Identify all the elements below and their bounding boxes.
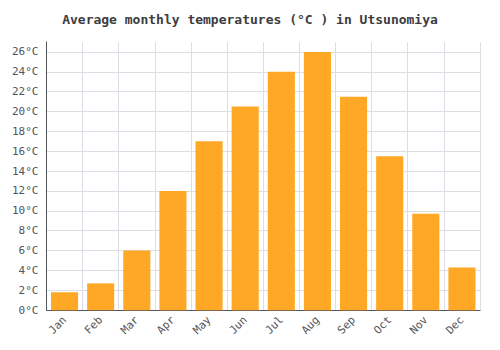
svg-text:16°C: 16°C [12, 145, 39, 158]
svg-text:Apr: Apr [154, 313, 177, 336]
svg-text:18°C: 18°C [12, 125, 39, 138]
svg-text:22°C: 22°C [12, 85, 39, 98]
svg-text:2°C: 2°C [19, 284, 39, 297]
svg-text:12°C: 12°C [12, 184, 39, 197]
svg-text:Sep: Sep [335, 314, 358, 337]
svg-text:Oct: Oct [371, 314, 394, 337]
svg-text:Jan: Jan [46, 314, 69, 337]
svg-text:8°C: 8°C [19, 224, 39, 237]
svg-text:Dec: Dec [443, 314, 466, 337]
svg-text:6°C: 6°C [19, 244, 39, 257]
svg-text:14°C: 14°C [12, 165, 39, 178]
svg-text:24°C: 24°C [12, 65, 39, 78]
svg-text:Aug: Aug [299, 314, 322, 337]
svg-text:Jul: Jul [263, 314, 286, 337]
svg-text:Feb: Feb [82, 314, 105, 337]
svg-text:10°C: 10°C [12, 204, 39, 217]
svg-text:0°C: 0°C [19, 304, 39, 317]
svg-text:Mar: Mar [118, 313, 141, 336]
svg-text:4°C: 4°C [19, 264, 39, 277]
svg-text:Average monthly temperatures (: Average monthly temperatures (°C ) in Ut… [62, 12, 438, 27]
svg-text:May: May [190, 313, 213, 336]
svg-text:26°C: 26°C [12, 45, 39, 58]
svg-text:Jun: Jun [227, 314, 250, 337]
svg-text:20°C: 20°C [12, 105, 39, 118]
svg-text:Nov: Nov [407, 313, 430, 336]
